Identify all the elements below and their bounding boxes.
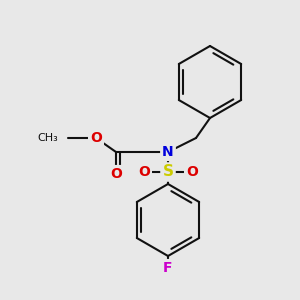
Text: F: F — [163, 261, 173, 275]
Text: CH₃: CH₃ — [37, 133, 58, 143]
Text: O: O — [110, 167, 122, 181]
Text: O: O — [138, 165, 150, 179]
Text: N: N — [162, 145, 174, 159]
Text: O: O — [186, 165, 198, 179]
Text: S: S — [163, 164, 173, 179]
Text: O: O — [90, 131, 102, 145]
